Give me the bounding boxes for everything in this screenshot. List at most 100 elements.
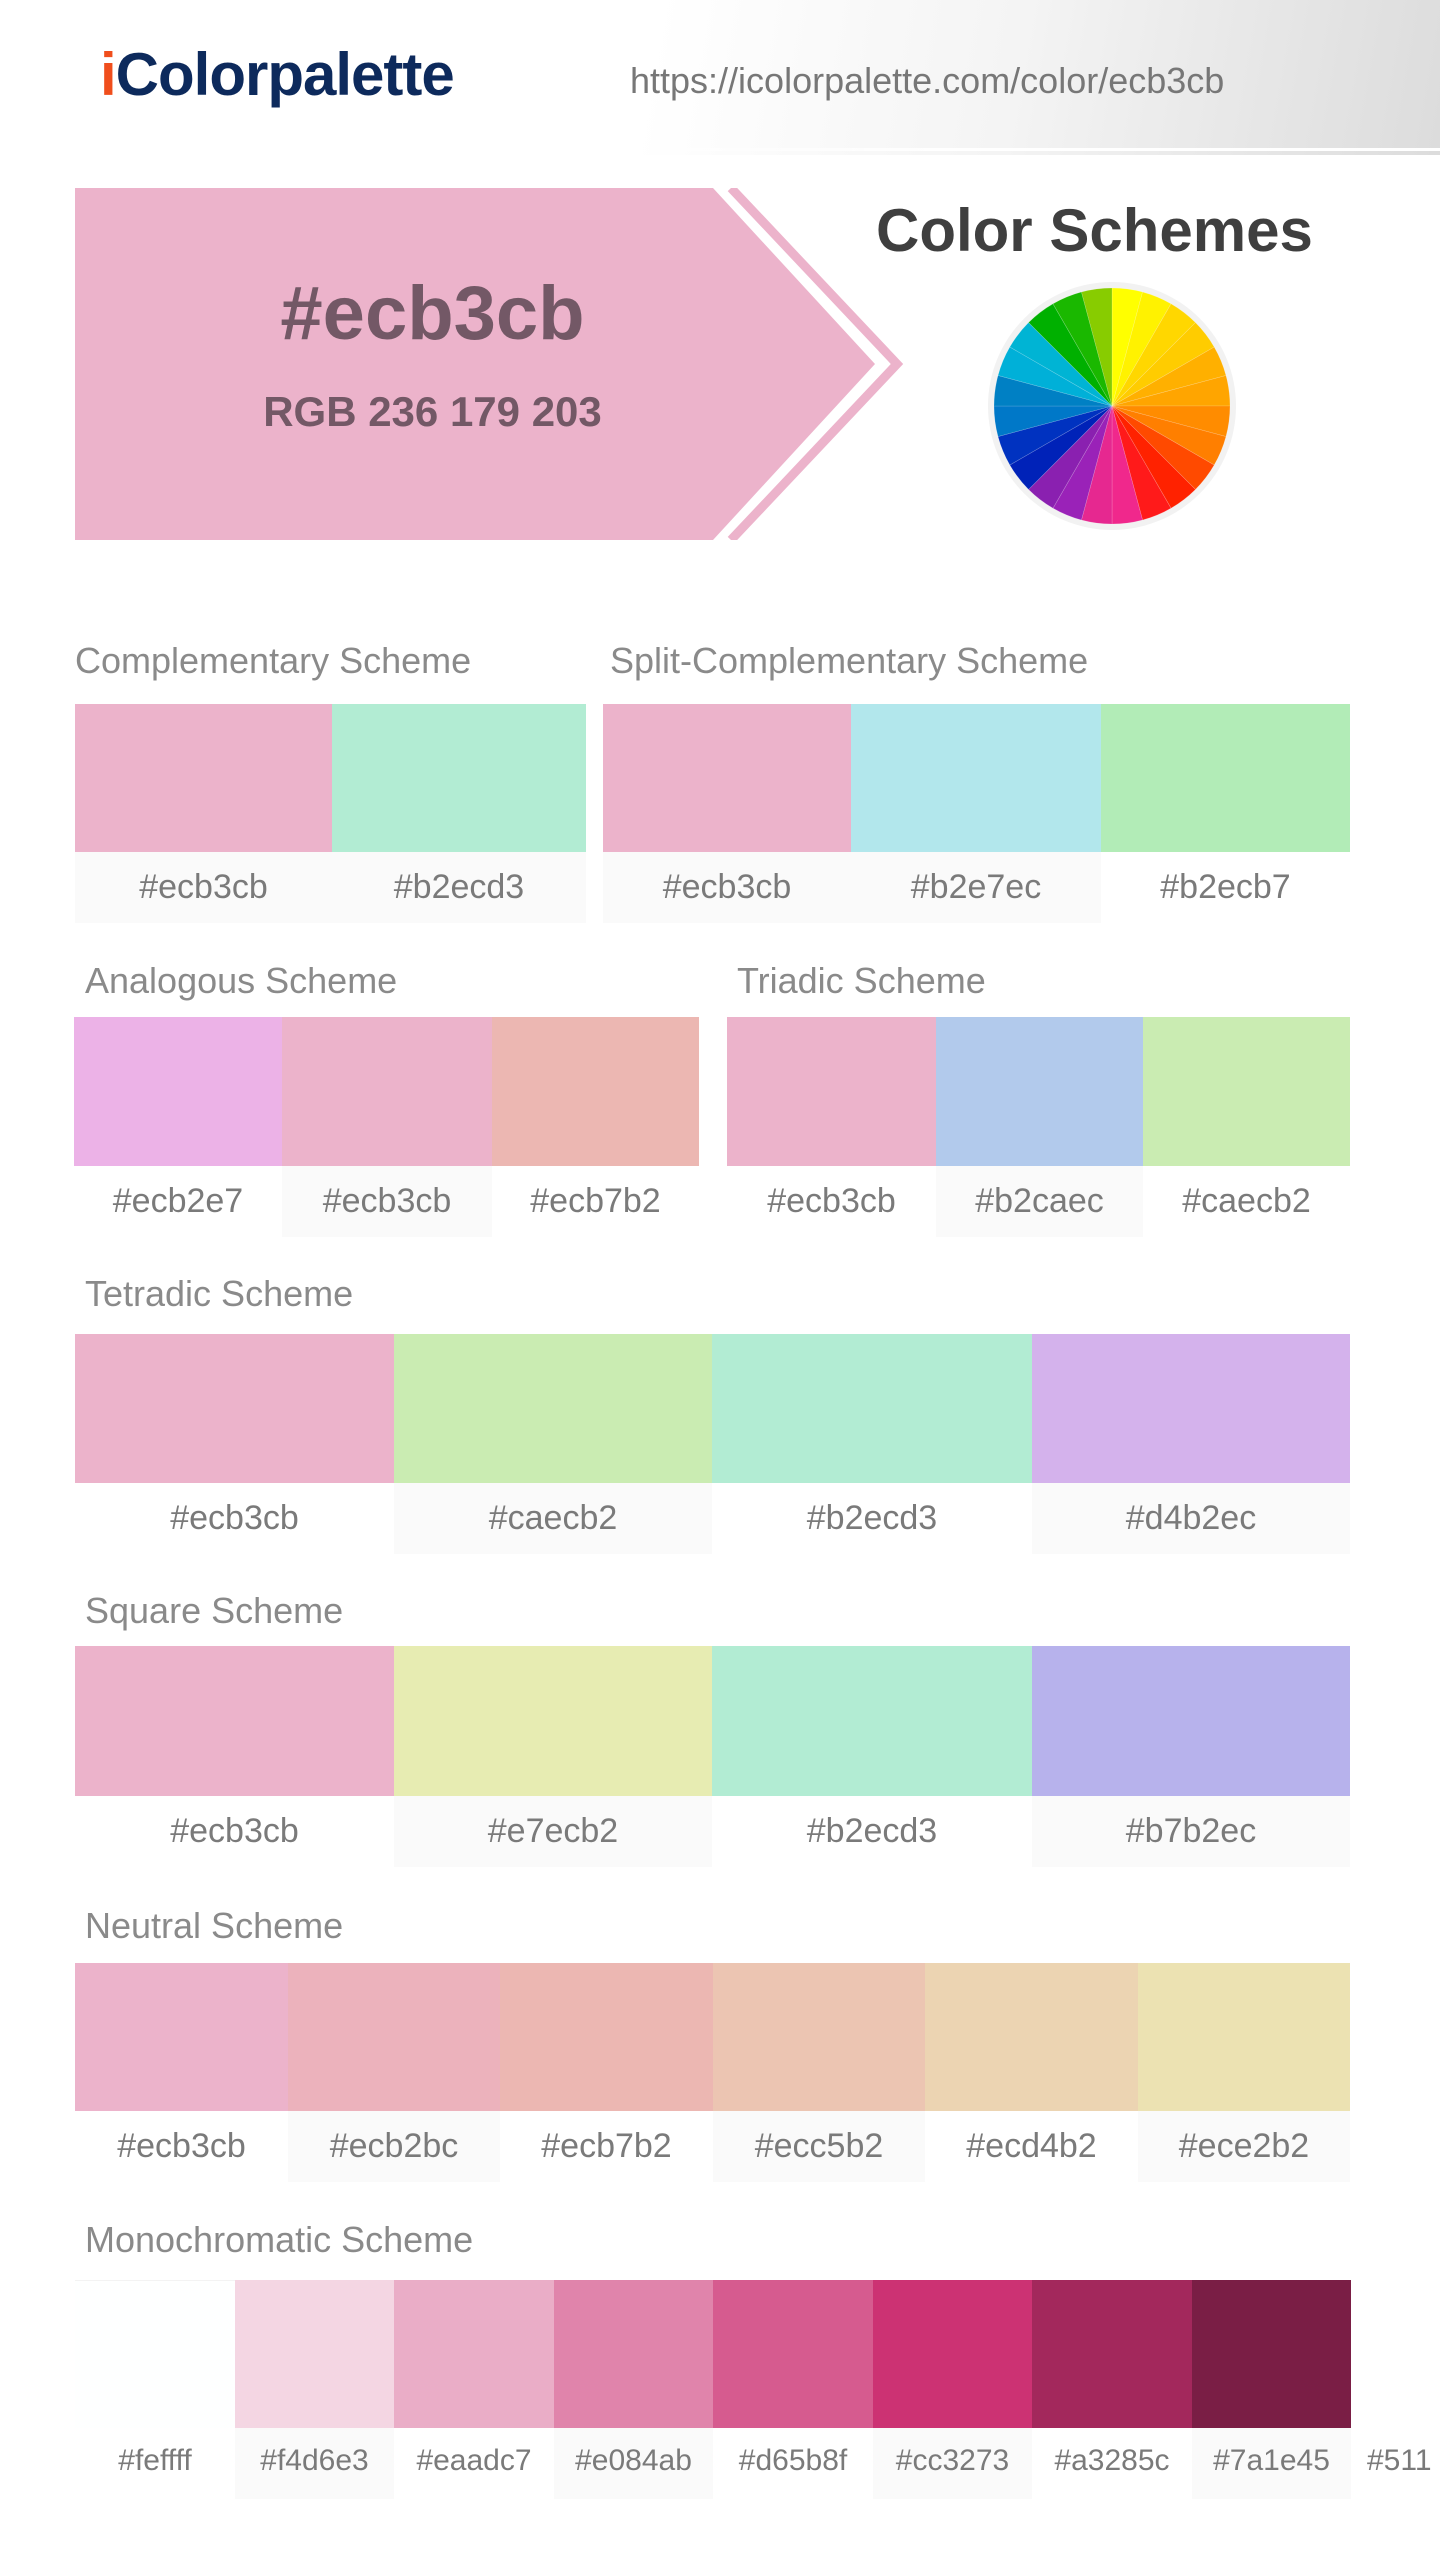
color-swatch-fill[interactable]	[713, 2280, 873, 2428]
square-swatch[interactable]: #b2ecd3	[712, 1646, 1032, 1867]
color-swatch-fill[interactable]	[1351, 2280, 1440, 2428]
swatch-hex-label[interactable]: #ecc5b2	[754, 2127, 884, 2165]
swatch-hex-label[interactable]: #e7ecb2	[487, 1812, 619, 1850]
swatch-hex-label[interactable]: #511	[1367, 2444, 1432, 2477]
tetradic-swatch[interactable]: #ecb3cb	[75, 1334, 394, 1554]
color-swatch-fill[interactable]	[936, 1017, 1143, 1166]
swatch-hex-label[interactable]: #caecb2	[488, 1499, 618, 1537]
swatch-hex-label[interactable]: #feffff	[118, 2444, 192, 2477]
color-swatch-fill[interactable]	[394, 2280, 554, 2428]
monochromatic-swatch[interactable]: #eaadc7	[394, 2280, 554, 2499]
monochromatic-swatch[interactable]: #7a1e45	[1192, 2280, 1351, 2499]
color-swatch-fill[interactable]	[1101, 704, 1350, 852]
color-swatch-fill[interactable]	[1032, 1334, 1350, 1483]
complementary-swatch[interactable]: #b2ecd3	[332, 704, 586, 923]
swatch-hex-label[interactable]: #cc3273	[895, 2444, 1010, 2477]
triadic-swatch[interactable]: #ecb3cb	[727, 1017, 936, 1237]
split-complementary-swatch[interactable]: #b2e7ec	[851, 704, 1101, 923]
color-swatch-fill[interactable]	[75, 2280, 235, 2429]
neutral-swatch[interactable]: #ecd4b2	[925, 1963, 1138, 2182]
swatch-hex-label[interactable]: #b2ecb7	[1160, 868, 1291, 906]
color-swatch-fill[interactable]	[75, 1646, 394, 1796]
split-complementary-swatch[interactable]: #ecb3cb	[603, 704, 851, 923]
swatch-hex-label[interactable]: #ecb2bc	[329, 2127, 459, 2165]
tetradic-swatch[interactable]: #caecb2	[394, 1334, 712, 1554]
neutral-swatch[interactable]: #ecb3cb	[75, 1963, 288, 2182]
monochromatic-swatch[interactable]: #d65b8f	[713, 2280, 873, 2499]
swatch-hex-label[interactable]: #d4b2ec	[1125, 1499, 1257, 1537]
swatch-hex-label[interactable]: #ecb3cb	[170, 1499, 299, 1537]
neutral-swatch[interactable]: #ecb2bc	[288, 1963, 500, 2182]
color-swatch-fill[interactable]	[288, 1963, 500, 2111]
color-swatch-fill[interactable]	[851, 704, 1101, 852]
monochromatic-swatch[interactable]: #a3285c	[1032, 2280, 1192, 2499]
swatch-hex-label[interactable]: #e084ab	[575, 2444, 692, 2477]
swatch-hex-label[interactable]: #ecb7b2	[530, 1182, 661, 1220]
color-swatch-fill[interactable]	[394, 1334, 712, 1483]
color-swatch-fill[interactable]	[925, 1963, 1138, 2111]
square-swatch[interactable]: #e7ecb2	[394, 1646, 712, 1867]
swatch-hex-label[interactable]: #b2ecd3	[806, 1499, 938, 1537]
swatch-hex-label[interactable]: #b2ecd3	[393, 868, 525, 906]
color-swatch-fill[interactable]	[713, 1963, 925, 2111]
triadic-swatch[interactable]: #caecb2	[1143, 1017, 1350, 1237]
swatch-hex-label[interactable]: #ecb3cb	[117, 2127, 246, 2165]
color-swatch-fill[interactable]	[1032, 1646, 1350, 1796]
neutral-swatch[interactable]: #ecc5b2	[713, 1963, 925, 2182]
square-swatch[interactable]: #b7b2ec	[1032, 1646, 1350, 1867]
swatch-hex-label[interactable]: #d65b8f	[738, 2444, 848, 2477]
swatch-hex-label[interactable]: #ece2b2	[1178, 2127, 1310, 2165]
neutral-swatch[interactable]: #ece2b2	[1138, 1963, 1350, 2182]
monochromatic-swatch[interactable]: #511	[1351, 2280, 1440, 2499]
monochromatic-swatch[interactable]: #e084ab	[554, 2280, 713, 2499]
monochromatic-swatch[interactable]: #feffff	[75, 2280, 235, 2499]
logo[interactable]: iColorpalette	[100, 41, 455, 108]
split-complementary-swatch[interactable]: #b2ecb7	[1101, 704, 1350, 923]
swatch-hex-label[interactable]: #b2ecd3	[806, 1812, 938, 1850]
swatch-hex-label[interactable]: #b2e7ec	[910, 868, 1042, 906]
swatch-hex-label[interactable]: #b7b2ec	[1125, 1812, 1257, 1850]
color-swatch-fill[interactable]	[1032, 2280, 1192, 2428]
swatch-hex-label[interactable]: #ecb3cb	[139, 868, 268, 906]
color-swatch-fill[interactable]	[727, 1017, 936, 1166]
monochromatic-swatch[interactable]: #f4d6e3	[235, 2280, 394, 2499]
swatch-hex-label[interactable]: #ecb3cb	[322, 1182, 452, 1220]
swatch-hex-label[interactable]: #ecb3cb	[767, 1182, 896, 1220]
color-swatch-fill[interactable]	[75, 1334, 394, 1483]
color-swatch-fill[interactable]	[235, 2280, 394, 2428]
color-swatch-fill[interactable]	[500, 1963, 713, 2111]
tetradic-swatch[interactable]: #b2ecd3	[712, 1334, 1032, 1554]
analogous-swatch[interactable]: #ecb2e7	[74, 1017, 282, 1237]
triadic-swatch[interactable]: #b2caec	[936, 1017, 1143, 1237]
swatch-hex-label[interactable]: #eaadc7	[416, 2444, 532, 2477]
color-swatch-fill[interactable]	[712, 1646, 1032, 1796]
color-swatch-fill[interactable]	[332, 704, 586, 852]
monochromatic-swatch[interactable]: #cc3273	[873, 2280, 1032, 2499]
swatch-hex-label[interactable]: #f4d6e3	[260, 2444, 369, 2477]
swatch-hex-label[interactable]: #b2caec	[975, 1182, 1104, 1220]
color-swatch-fill[interactable]	[603, 704, 851, 852]
neutral-swatch[interactable]: #ecb7b2	[500, 1963, 713, 2182]
square-swatch[interactable]: #ecb3cb	[75, 1646, 394, 1867]
swatch-hex-label[interactable]: #a3285c	[1054, 2444, 1170, 2477]
color-swatch-fill[interactable]	[75, 1963, 288, 2111]
swatch-hex-label[interactable]: #ecb7b2	[541, 2127, 672, 2165]
analogous-swatch[interactable]: #ecb3cb	[282, 1017, 492, 1237]
color-swatch-fill[interactable]	[712, 1334, 1032, 1483]
analogous-swatch[interactable]: #ecb7b2	[492, 1017, 699, 1237]
color-swatch-fill[interactable]	[492, 1017, 699, 1166]
color-swatch-fill[interactable]	[75, 704, 332, 852]
swatch-hex-label[interactable]: #ecb3cb	[170, 1812, 299, 1850]
color-swatch-fill[interactable]	[74, 1017, 282, 1166]
swatch-hex-label[interactable]: #ecb2e7	[112, 1182, 244, 1220]
color-swatch-fill[interactable]	[873, 2280, 1032, 2428]
complementary-swatch[interactable]: #ecb3cb	[75, 704, 332, 923]
swatch-hex-label[interactable]: #ecb3cb	[662, 868, 792, 906]
color-swatch-fill[interactable]	[282, 1017, 492, 1166]
color-swatch-fill[interactable]	[1138, 1963, 1350, 2111]
color-swatch-fill[interactable]	[1143, 1017, 1350, 1166]
color-swatch-fill[interactable]	[394, 1646, 712, 1796]
tetradic-swatch[interactable]: #d4b2ec	[1032, 1334, 1350, 1554]
swatch-hex-label[interactable]: #ecd4b2	[966, 2127, 1097, 2165]
color-swatch-fill[interactable]	[554, 2280, 713, 2428]
